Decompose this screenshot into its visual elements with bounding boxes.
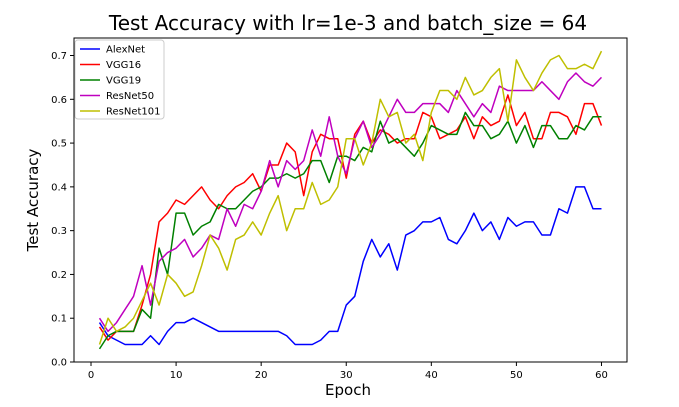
series-line-resnet101: [98, 50, 603, 345]
y-tick-label: 0.3: [51, 226, 67, 237]
x-tick-label: 50: [510, 370, 523, 381]
series-layer: [98, 50, 603, 350]
legend-label-vgg19: VGG19: [106, 76, 141, 87]
y-tick-label: 0.6: [51, 95, 67, 106]
legend-label-alexnet: AlexNet: [106, 45, 145, 56]
series-line-alexnet: [98, 186, 602, 346]
legend-label-vgg16: VGG16: [106, 60, 141, 71]
x-tick-label: 60: [595, 370, 608, 381]
x-axis-label: Epoch: [325, 381, 371, 399]
plot-frame: [73, 37, 628, 363]
x-tick-label: 30: [340, 370, 353, 381]
y-axis-ticks: 0.0 0.1 0.2 0.3 0.4 0.5 0.6 0.7: [51, 51, 74, 369]
y-tick-label: 0.5: [51, 139, 67, 150]
legend-label-resnet101: ResNet101: [106, 107, 161, 118]
plot-area: [73, 37, 628, 363]
y-tick-label: 0.2: [51, 270, 67, 281]
x-tick-label: 40: [425, 370, 438, 381]
x-tick-label: 20: [255, 370, 268, 381]
chart-title: Test Accuracy with lr=1e-3 and batch_siz…: [108, 11, 587, 35]
y-axis-label: Test Accuracy: [24, 148, 42, 252]
series-line-resnet50: [98, 72, 603, 333]
y-tick-label: 0.4: [51, 182, 67, 193]
legend-box: [74, 39, 165, 120]
legend-label-resnet50: ResNet50: [106, 91, 154, 102]
x-tick-label: 10: [170, 370, 183, 381]
legend: AlexNet VGG16 VGG19 ResNet50 ResNet101: [74, 39, 165, 120]
x-axis-ticks: 0 10 20 30 40 50 60: [88, 362, 608, 381]
y-tick-label: 0.0: [51, 358, 67, 369]
y-tick-label: 0.1: [51, 314, 67, 325]
y-tick-label: 0.7: [51, 51, 67, 62]
x-tick-label: 0: [88, 370, 94, 381]
